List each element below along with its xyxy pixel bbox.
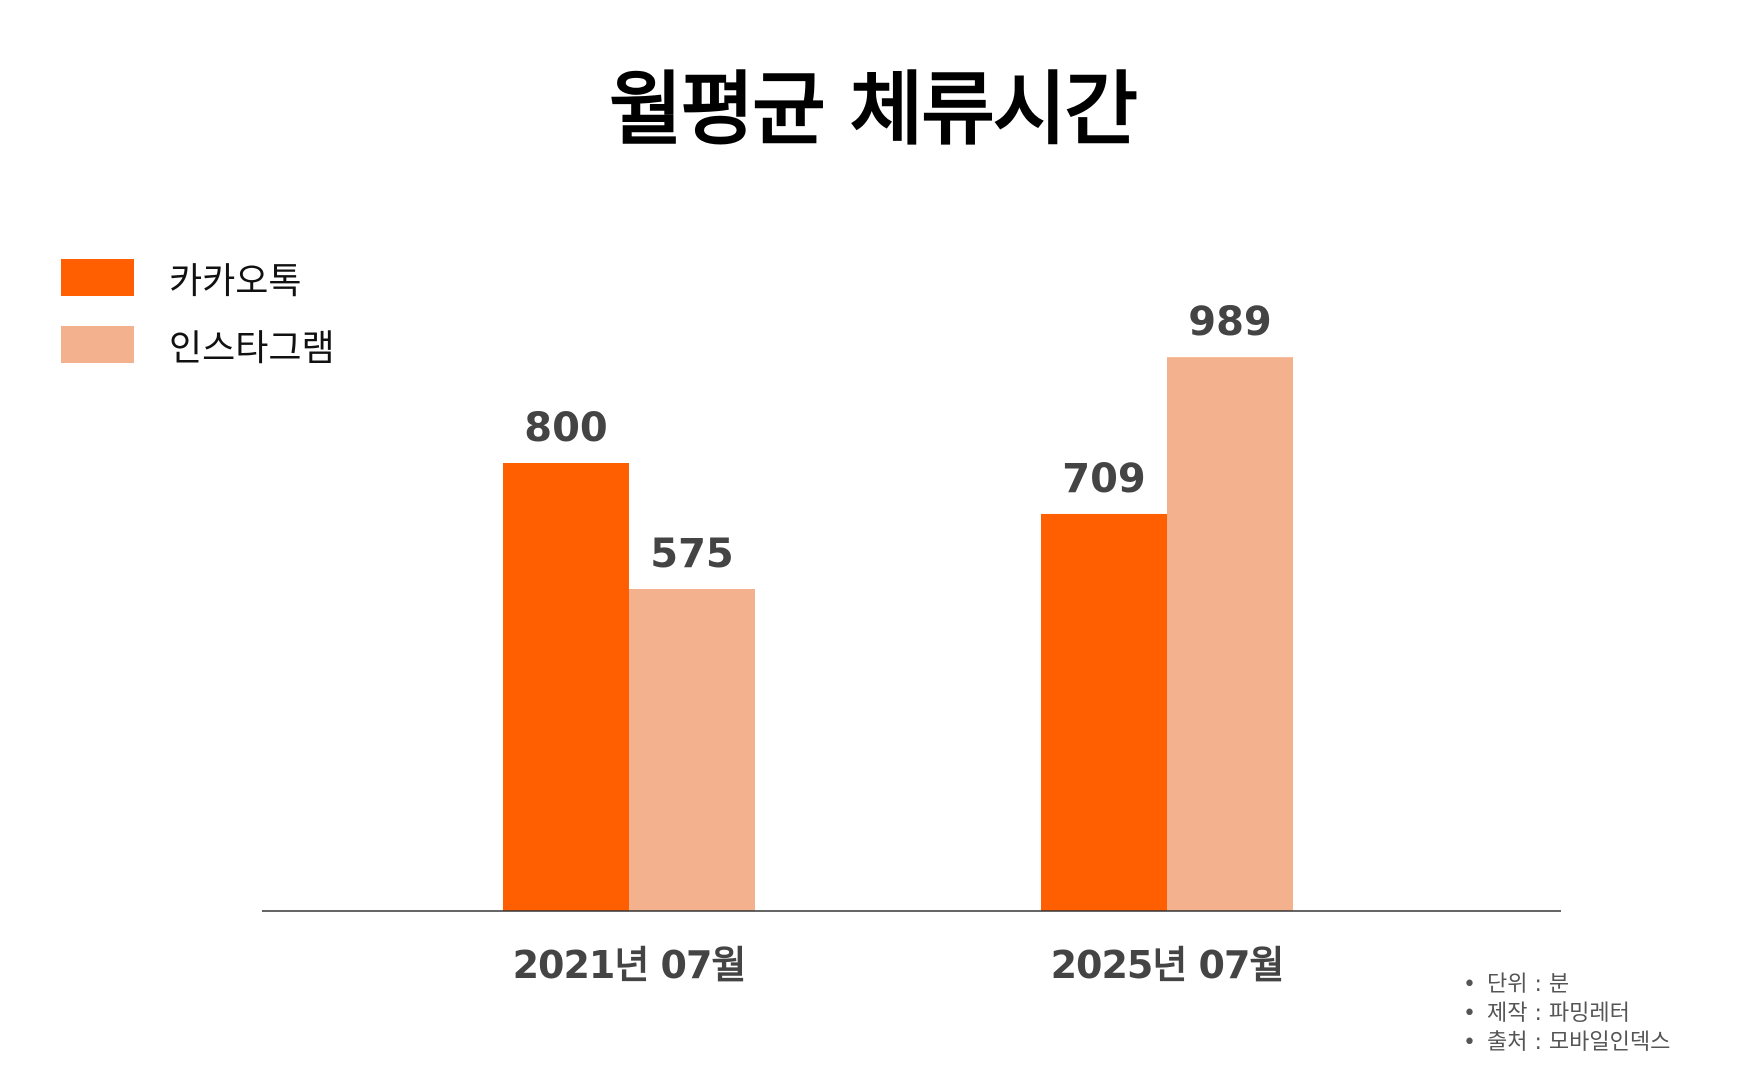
x-tick-label: 2021년 07월 xyxy=(513,943,746,987)
data-label: 709 xyxy=(1062,456,1146,502)
bar xyxy=(1167,357,1293,911)
note-author: • 제작 : 파밍레터 xyxy=(1463,1001,1630,1026)
data-label: 800 xyxy=(524,405,608,451)
note-unit: • 단위 : 분 xyxy=(1463,972,1570,997)
legend-swatch xyxy=(61,326,134,363)
note-source: • 출처 : 모바일인덱스 xyxy=(1463,1030,1671,1055)
notes: • 단위 : 분 • 제작 : 파밍레터 • 출처 : 모바일인덱스 xyxy=(1463,970,1670,1057)
legend-label: 인스타그램 xyxy=(169,327,335,369)
note-text: 출처 : 모바일인덱스 xyxy=(1487,1030,1671,1055)
note-text: 단위 : 분 xyxy=(1487,972,1570,997)
legend-label: 카카오톡 xyxy=(169,260,302,302)
bar xyxy=(1041,513,1167,911)
legend-item-instagram: 인스타그램 xyxy=(61,326,335,369)
legend-swatch xyxy=(61,259,134,296)
legend-item-kakaotalk: 카카오톡 xyxy=(61,259,301,302)
bar xyxy=(629,589,755,911)
data-label: 575 xyxy=(650,531,734,577)
data-label: 989 xyxy=(1188,299,1272,345)
chart-title: 월평균 체류시간 xyxy=(608,63,1138,156)
bar xyxy=(503,463,629,911)
x-tick-label: 2025년 07월 xyxy=(1051,943,1284,987)
note-text: 제작 : 파밍레터 xyxy=(1487,1001,1630,1026)
